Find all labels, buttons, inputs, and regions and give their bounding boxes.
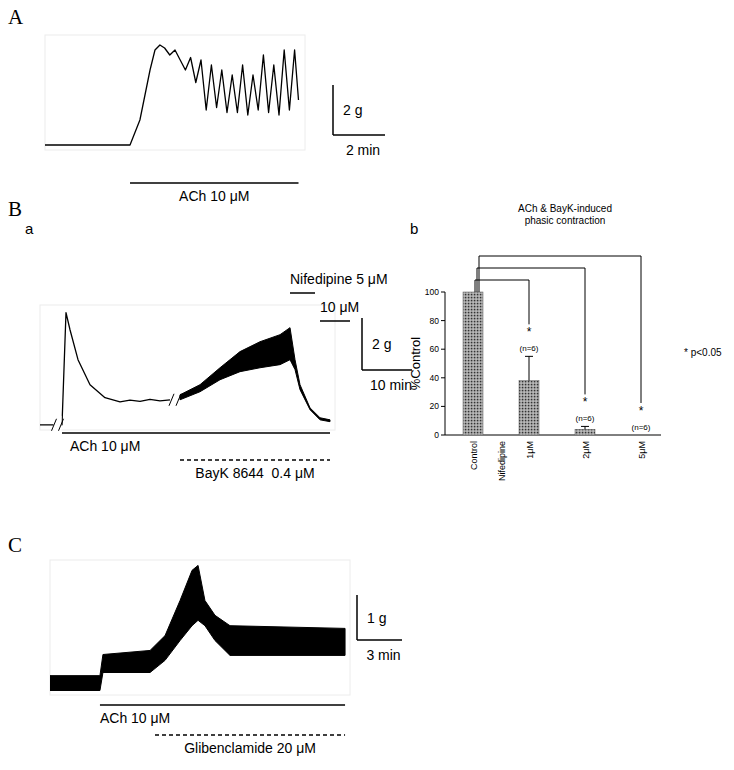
break-gap	[171, 391, 179, 409]
application-bar	[62, 432, 330, 434]
bar	[575, 429, 595, 435]
error-cap	[581, 426, 589, 427]
scale-bar-label: 2 g	[372, 336, 391, 352]
application-bar	[320, 320, 350, 322]
application-bar	[290, 292, 315, 294]
y-tick	[441, 349, 445, 350]
trace-data	[50, 565, 345, 690]
trace-line	[45, 45, 299, 145]
break-slash	[52, 419, 57, 431]
scale-bar-label: 1 g	[367, 610, 386, 626]
application-label: 10 μM	[320, 299, 359, 315]
y-tick-label: 100	[425, 287, 439, 297]
y-tick-label: 40	[430, 373, 440, 383]
error-bar	[581, 426, 589, 429]
trace-panel: a Nifedipine 5 μM 10 μM ACh 10 μM BayK 8644 …	[25, 220, 412, 481]
y-axis	[445, 292, 446, 435]
panel-label: B	[8, 197, 22, 221]
x-tick-label: Control	[469, 441, 479, 470]
trace-panel: ACh 10 μM 2 g 2 min	[45, 35, 385, 204]
title-line: phasic contraction	[525, 215, 606, 226]
y-tick-label: 0	[434, 430, 439, 440]
y-tick-label: 20	[430, 401, 440, 411]
application-bar	[100, 704, 345, 706]
plot-frame	[40, 305, 335, 430]
application-label: Nifedipine 5 μM	[290, 271, 388, 287]
scale-bar-label: 2 g	[343, 102, 362, 118]
plot-frame	[45, 35, 305, 150]
error-stem	[529, 356, 530, 380]
group-label: Nifedipine	[497, 441, 507, 481]
trace-data	[40, 313, 330, 425]
chart-title: ACh & BayK-inducedphasic contraction	[518, 203, 612, 226]
y-axis-label: %Control	[408, 337, 423, 391]
bar	[463, 292, 483, 435]
scale-bar-y	[361, 318, 363, 370]
y-tick	[441, 292, 445, 293]
x-tick-label: 2μM	[581, 441, 591, 459]
application-label: Glibenclamide 20 μM	[184, 740, 316, 756]
y-tick-label: 60	[430, 344, 440, 354]
trace-data	[45, 45, 299, 145]
application-label: ACh 10 μM	[100, 710, 170, 726]
significance-bracket	[479, 256, 641, 403]
x-tick-label: 5μM	[637, 441, 647, 459]
significance-label: *	[583, 395, 588, 409]
y-tick	[441, 377, 445, 378]
significance-label: *	[639, 404, 644, 418]
panel-label: C	[8, 533, 22, 557]
significance-bracket	[477, 268, 585, 394]
application-label: ACh 10 μM	[179, 188, 249, 204]
scale-bar-y	[332, 85, 334, 135]
scale-bar-label: 2 min	[346, 142, 380, 158]
bar-panel: b ACh & BayK-inducedphasic contraction 0 20…	[408, 203, 722, 481]
significance-bracket	[475, 280, 529, 324]
bar	[519, 381, 539, 435]
application-label: BayK 8644 0.4 μM	[195, 465, 314, 481]
error-cap	[525, 356, 533, 357]
n-label: (n=6)	[576, 414, 595, 423]
bar	[631, 435, 651, 436]
trace-line	[40, 313, 170, 425]
significance-note: * p<0.05	[684, 347, 722, 358]
n-label: (n=6)	[520, 344, 539, 353]
axis-break	[52, 416, 64, 434]
break-slash	[176, 394, 181, 406]
trace-band	[50, 565, 345, 690]
y-tick-label: 80	[430, 316, 440, 326]
scale-bar-x	[357, 639, 402, 641]
axis-break	[169, 391, 181, 409]
y-tick	[441, 320, 445, 321]
application-bar	[130, 182, 298, 184]
break-gap	[54, 416, 62, 434]
title-line: ACh & BayK-induced	[518, 203, 612, 214]
plot-frame	[50, 560, 350, 695]
scale-bar-label: 3 min	[366, 647, 400, 663]
break-slash	[59, 419, 64, 431]
break-slash	[169, 394, 174, 406]
trace-band	[180, 328, 330, 422]
figure: A B C ACh 10 μM 2 g 2 min a Nifedipine 5 μM 10 μ…	[0, 0, 734, 770]
application-label: ACh 10 μM	[70, 438, 140, 454]
scale-bar-y	[356, 595, 358, 640]
n-label: (n=6)	[632, 423, 651, 432]
scale-bar-x	[333, 134, 385, 136]
y-tick	[441, 435, 445, 436]
y-tick	[441, 406, 445, 407]
x-tick-label: 1μM	[525, 441, 535, 459]
application-bar	[155, 734, 345, 736]
panel-sublabel: a	[25, 220, 34, 237]
significance-label: *	[527, 325, 532, 339]
application-bar	[180, 459, 330, 461]
error-bar	[525, 356, 533, 380]
trace-panel: ACh 10 μM Glibenclamide 20 μM 1 g 3 min	[50, 560, 402, 756]
scale-bar-label: 10 min	[370, 377, 412, 393]
scale-bar-x	[362, 369, 412, 371]
panel-label: A	[8, 5, 24, 29]
panel-sublabel: b	[410, 220, 418, 237]
